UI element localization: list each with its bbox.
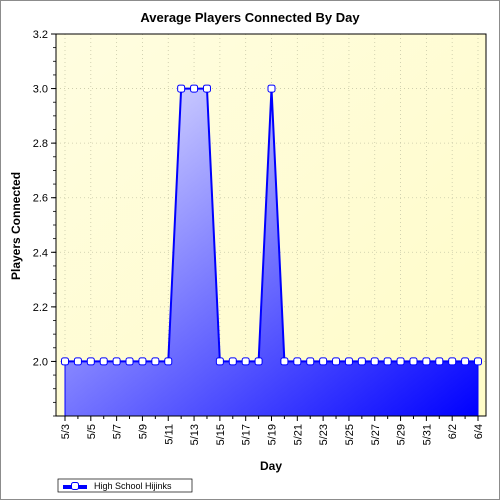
- data-point-marker: [73, 357, 82, 366]
- y-tick-label: 2.2: [33, 302, 48, 314]
- chart-title: Average Players Connected By Day: [140, 10, 360, 25]
- data-point-marker: [99, 357, 108, 366]
- legend: High School Hijinks: [57, 478, 193, 493]
- x-tick-label: 5/13: [189, 424, 201, 445]
- data-point-marker: [177, 84, 186, 93]
- data-point-marker: [202, 84, 211, 93]
- legend-box: [57, 478, 193, 493]
- data-point-marker: [409, 357, 418, 366]
- data-point-marker: [267, 84, 276, 93]
- y-tick-label: 2.8: [33, 138, 48, 150]
- data-point-marker: [357, 357, 366, 366]
- data-point-marker: [280, 357, 289, 366]
- y-tick-labels: 2.0 2.2 2.4 2.6 2.8 3.0 3.2: [33, 29, 48, 368]
- y-tick-label: 2.4: [33, 247, 48, 259]
- data-point-marker: [86, 357, 95, 366]
- data-point-marker: [241, 357, 250, 366]
- data-point-marker: [306, 357, 315, 366]
- x-tick-label: 5/15: [215, 424, 227, 445]
- data-point-marker: [112, 357, 121, 366]
- data-point-marker: [215, 357, 224, 366]
- x-tick-label: 5/19: [267, 424, 279, 445]
- data-point-marker: [138, 357, 147, 366]
- data-point-marker: [228, 357, 237, 366]
- x-tick-label: 5/29: [396, 424, 408, 445]
- series-area-fill: [65, 88, 478, 417]
- data-point-marker: [383, 357, 392, 366]
- data-point-marker: [319, 357, 328, 366]
- x-tick-label: 5/5: [86, 424, 98, 439]
- x-tick-label: 5/25: [344, 424, 356, 445]
- data-point-marker: [422, 357, 431, 366]
- x-axis-title: Day: [260, 459, 282, 473]
- data-point-marker: [125, 357, 134, 366]
- data-point-marker: [370, 357, 379, 366]
- x-tick-label: 6/4: [473, 424, 485, 439]
- x-tick-label: 6/2: [447, 424, 459, 439]
- data-point-marker: [435, 357, 444, 366]
- axes: [51, 33, 487, 421]
- x-tick-label: 5/21: [292, 424, 304, 445]
- x-tick-label: 5/7: [112, 424, 124, 439]
- data-point-marker: [151, 357, 160, 366]
- y-axis-title: Players Connected: [9, 172, 23, 280]
- data-point-marker: [332, 357, 341, 366]
- series-markers: [61, 84, 482, 366]
- y-tick-label: 3.0: [33, 84, 48, 96]
- data-point-marker: [344, 357, 353, 366]
- x-tick-label: 5/23: [318, 424, 330, 445]
- data-point-marker: [474, 357, 482, 366]
- legend-label: High School Hijinks: [94, 481, 172, 491]
- x-tick-labels: 5/3 5/5 5/7 5/9 5/11 5/13 5/15 5/17 5/19 5/21 5/23…: [60, 424, 485, 445]
- data-point-marker: [448, 357, 457, 366]
- y-tick-label: 2.0: [33, 356, 48, 368]
- data-point-marker: [293, 357, 302, 366]
- x-tick-label: 5/27: [370, 424, 382, 445]
- x-tick-label: 5/17: [241, 424, 253, 445]
- x-tick-label: 5/3: [60, 424, 72, 439]
- y-tick-label: 3.2: [33, 29, 48, 41]
- y-tick-label: 2.6: [33, 193, 48, 205]
- legend-marker: [71, 482, 79, 490]
- x-tick-label: 5/11: [163, 424, 175, 445]
- x-tick-label: 5/9: [137, 424, 149, 439]
- data-point-marker: [61, 357, 69, 366]
- data-point-marker: [396, 357, 405, 366]
- data-point-marker: [254, 357, 263, 366]
- data-point-marker: [461, 357, 470, 366]
- data-point-marker: [190, 84, 199, 93]
- x-tick-label: 5/31: [421, 424, 433, 445]
- data-point-marker: [164, 357, 173, 366]
